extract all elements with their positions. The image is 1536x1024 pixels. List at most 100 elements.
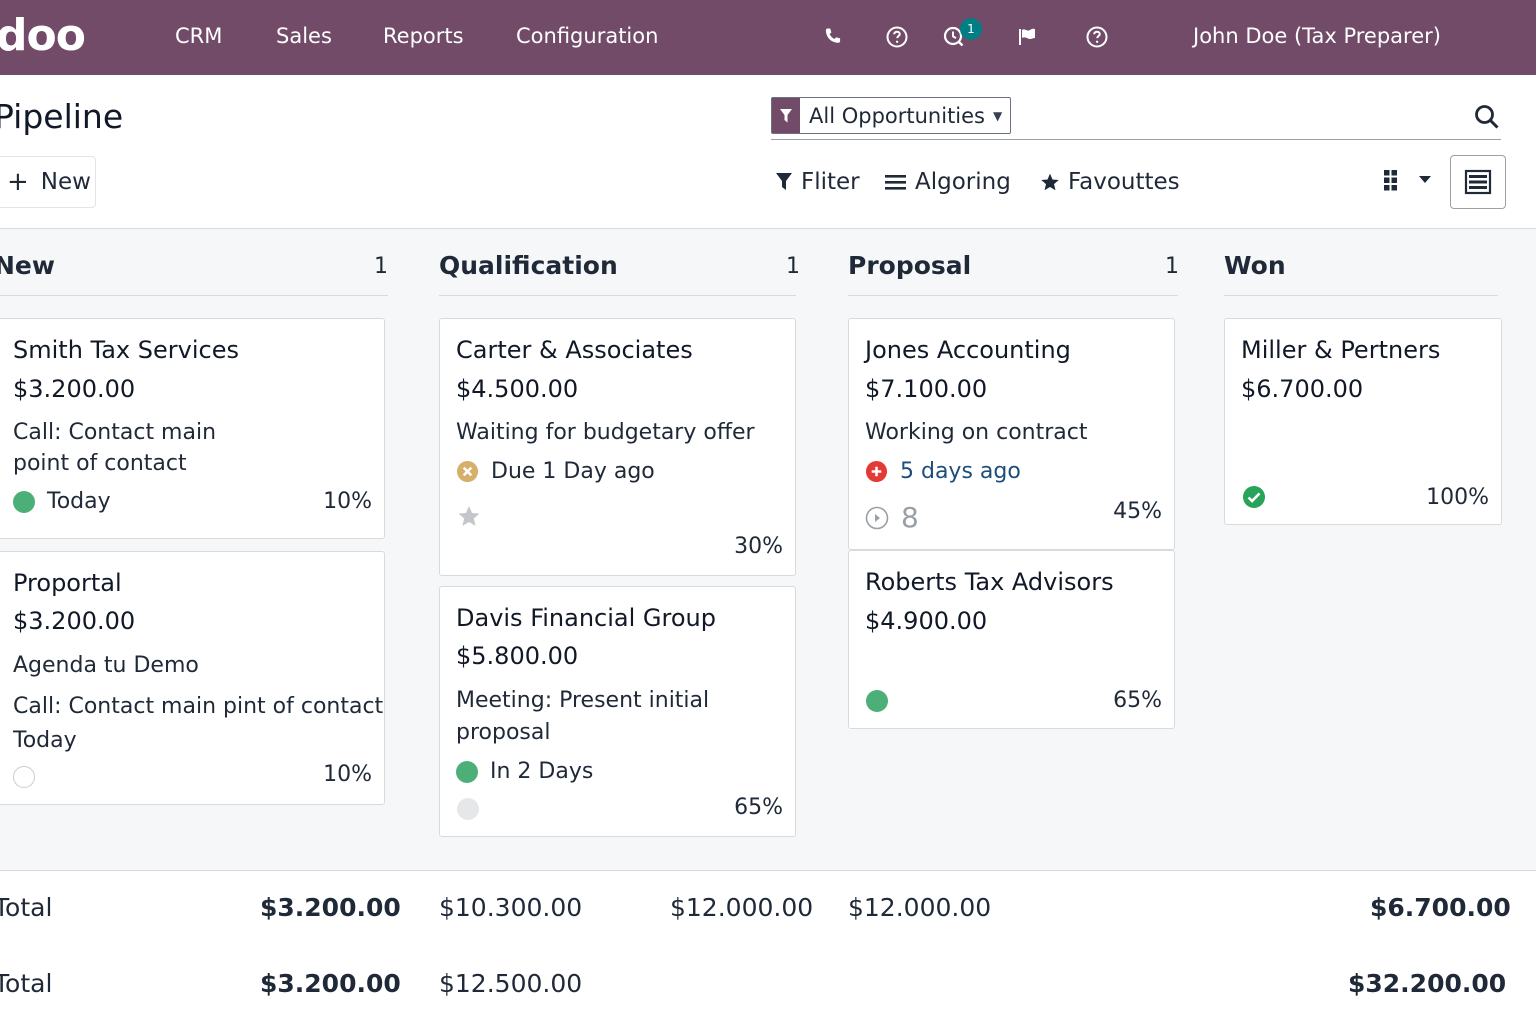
- overdue-icon[interactable]: [456, 460, 479, 483]
- card-probability: 65%: [734, 795, 783, 820]
- control-panel: Pipeline + New All Opportunities ▼ Flite…: [0, 75, 1536, 229]
- status-dot[interactable]: [13, 490, 35, 513]
- column-header-new[interactable]: New 1: [0, 248, 388, 296]
- card-title: Davis Financial Group: [456, 604, 716, 632]
- card-amount: $4.900.00: [865, 607, 988, 635]
- caret-down-icon[interactable]: ▼: [993, 108, 1003, 123]
- filter-label: Fliter: [801, 169, 860, 195]
- activity-badge: 1: [960, 18, 982, 40]
- card-title: Proportal: [13, 569, 122, 597]
- question-icon[interactable]: [1080, 20, 1114, 54]
- activity-label: Due 1 Day ago: [491, 459, 655, 484]
- card-description: Meeting: Present initial: [456, 688, 710, 713]
- total-qualification: $10.300.00: [439, 893, 583, 922]
- total-won: $6.700.00: [1370, 893, 1511, 922]
- help-circle-icon[interactable]: [880, 20, 914, 54]
- card-amount: $4.500.00: [456, 375, 579, 403]
- totals-footer: Total $3.200.00 $10.300.00 $12.000.00 $1…: [0, 870, 1536, 1024]
- status-dot[interactable]: [456, 760, 478, 783]
- status-dot[interactable]: [457, 798, 479, 820]
- column-header-won[interactable]: Won: [1224, 248, 1498, 296]
- card-description: Agenda tu Demo: [13, 653, 199, 678]
- kanban-card-smith[interactable]: Smith Tax Services $3.200.00 Call: Conta…: [0, 318, 385, 539]
- flag-icon[interactable]: [1010, 20, 1044, 54]
- kanban-card-roberts[interactable]: Roberts Tax Advisors $4.900.00 65%: [848, 550, 1175, 729]
- status-dot[interactable]: [866, 690, 888, 712]
- new-button-label: New: [40, 169, 91, 195]
- card-activity[interactable]: Due 1 Day ago: [456, 459, 655, 484]
- card-attachments[interactable]: 8: [865, 501, 919, 534]
- card-description: Call: Contact main: [13, 420, 217, 445]
- app-logo[interactable]: doo: [0, 10, 86, 61]
- group-by-button[interactable]: Algoring: [885, 169, 1011, 195]
- new-button[interactable]: + New: [0, 156, 96, 208]
- total-qualification-alt: $12.000.00: [670, 893, 814, 922]
- kanban-icon: [1464, 169, 1492, 195]
- total-proposal: $12.000.00: [848, 893, 992, 922]
- urgent-plus-icon[interactable]: [865, 460, 888, 483]
- phone-icon[interactable]: [816, 20, 850, 54]
- card-probability: 45%: [1113, 499, 1162, 524]
- card-activity[interactable]: Today: [13, 489, 111, 514]
- grid-icon: [1384, 170, 1397, 191]
- column-count: 1: [786, 254, 800, 279]
- kanban-view-button[interactable]: [1450, 155, 1506, 209]
- grand-total-new: $3.200.00: [260, 969, 401, 998]
- search-bar[interactable]: All Opportunities ▼: [771, 97, 1501, 140]
- menu-configuration[interactable]: Configuration: [516, 24, 659, 48]
- column-title: Won: [1224, 251, 1286, 280]
- kanban-card-jones[interactable]: Jones Accounting $7.100.00 Working on co…: [848, 318, 1175, 550]
- check-circle-icon[interactable]: [1242, 485, 1266, 509]
- card-description: proposal: [456, 720, 551, 745]
- priority-star-icon[interactable]: [457, 504, 481, 528]
- kanban-card-carter[interactable]: Carter & Associates $4.500.00 Waiting fo…: [439, 318, 796, 576]
- activity-label: In 2 Days: [490, 759, 594, 784]
- top-navbar: doo CRM Sales Reports Configuration 1 Jo…: [0, 0, 1536, 75]
- filter-button[interactable]: Fliter: [775, 169, 860, 195]
- card-title: Miller & Pertners: [1241, 336, 1441, 364]
- user-menu[interactable]: John Doe (Tax Preparer): [1193, 24, 1441, 48]
- column-header-qualification[interactable]: Qualification 1: [439, 248, 800, 296]
- page-title: Pipeline: [0, 97, 124, 136]
- menu-crm[interactable]: CRM: [175, 24, 223, 48]
- menu-sales[interactable]: Sales: [276, 24, 332, 48]
- kanban-card-davis[interactable]: Davis Financial Group $5.800.00 Meeting:…: [439, 586, 796, 837]
- card-title: Jones Accounting: [865, 336, 1071, 364]
- column-header-proposal[interactable]: Proposal 1: [848, 248, 1179, 296]
- search-facet[interactable]: All Opportunities ▼: [771, 97, 1012, 134]
- funnel-icon: [776, 173, 792, 190]
- card-probability: 65%: [1113, 688, 1162, 713]
- filter-facet-icon: [772, 98, 800, 133]
- favorites-button[interactable]: Favouttes: [1040, 169, 1180, 195]
- card-activity[interactable]: [13, 766, 47, 788]
- kanban-card-miller[interactable]: Miller & Pertners $6.700.00 100%: [1224, 318, 1502, 525]
- kanban-card-proportal[interactable]: Proportal $3.200.00 Agenda tu Demo Call:…: [0, 551, 385, 805]
- card-probability: 10%: [323, 762, 372, 787]
- grand-total-won: $32.200.00: [1348, 969, 1507, 998]
- card-title: Carter & Associates: [456, 336, 693, 364]
- column-count: 1: [1165, 254, 1179, 279]
- activity-icon[interactable]: [937, 20, 971, 54]
- menu-reports[interactable]: Reports: [383, 24, 464, 48]
- column-title: New: [0, 251, 55, 280]
- search-icon[interactable]: [1473, 103, 1501, 131]
- card-probability: 30%: [734, 534, 783, 559]
- caret-down-icon: [1419, 176, 1431, 183]
- play-circle-icon[interactable]: [865, 506, 889, 530]
- card-amount: $6.700.00: [1241, 375, 1364, 403]
- card-description: Waiting for budgetary offer: [456, 420, 755, 445]
- card-amount: $5.800.00: [456, 642, 579, 670]
- card-activity[interactable]: In 2 Days: [456, 759, 593, 784]
- attachment-count: 8: [901, 501, 919, 534]
- card-description: Working on contract: [865, 420, 1088, 445]
- card-title: Roberts Tax Advisors: [865, 568, 1114, 596]
- column-count: 1: [374, 254, 388, 279]
- card-probability: 10%: [323, 489, 372, 514]
- total-label: Total: [0, 893, 53, 922]
- favorites-label: Favouttes: [1068, 169, 1180, 195]
- view-switcher[interactable]: [1383, 169, 1431, 191]
- card-activity[interactable]: 5 days ago: [865, 459, 1021, 484]
- status-dot[interactable]: [13, 766, 35, 788]
- star-icon: [1041, 173, 1059, 191]
- group-by-label: Algoring: [915, 169, 1011, 195]
